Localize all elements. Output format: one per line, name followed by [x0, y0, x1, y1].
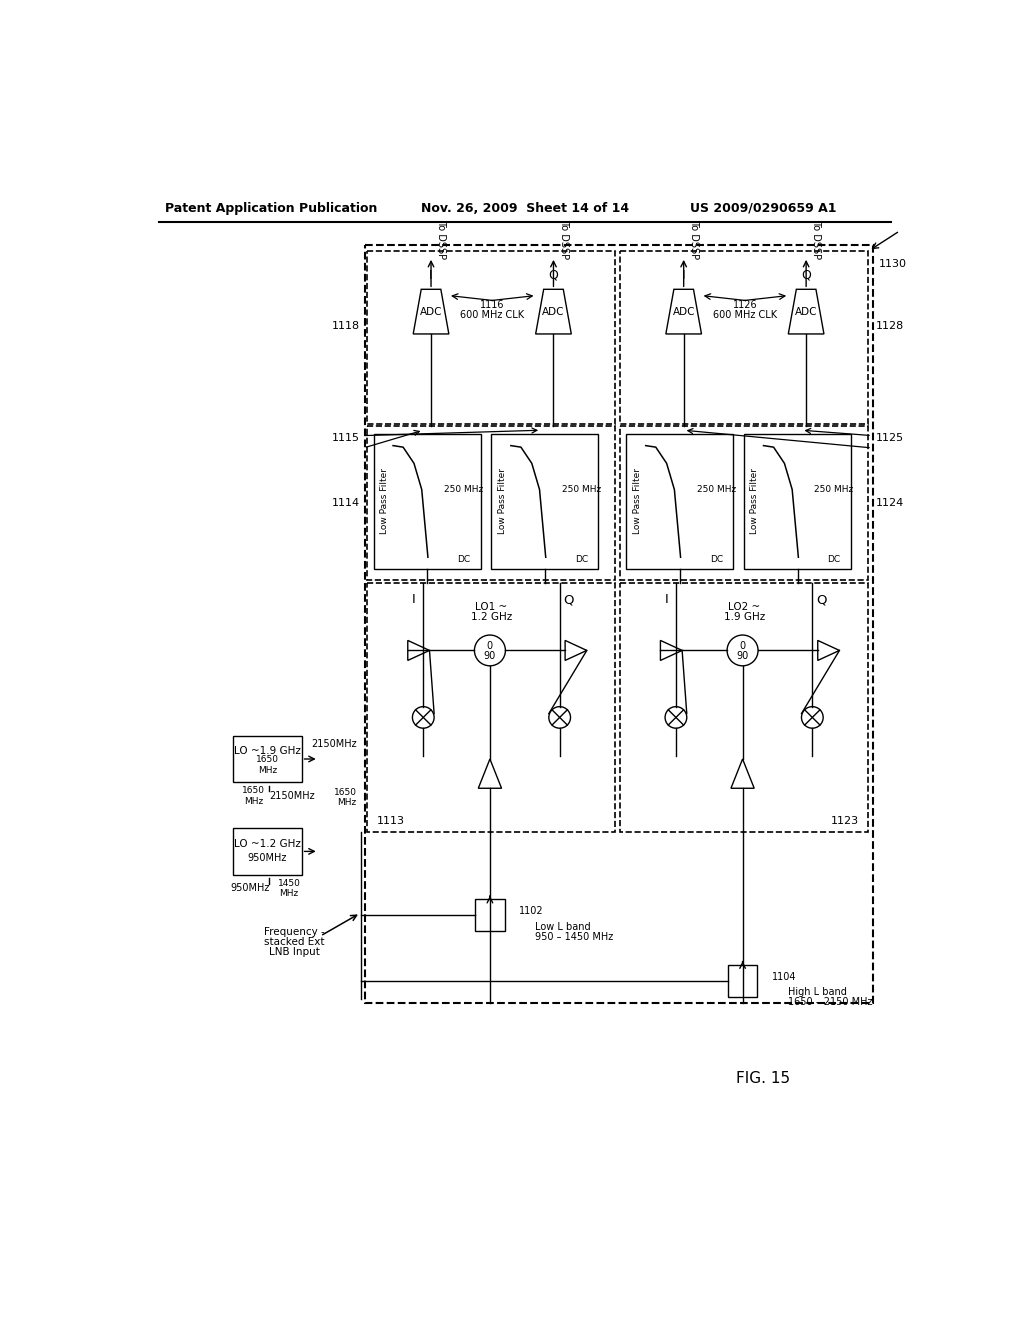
Text: 2150MHz: 2150MHz	[269, 791, 315, 801]
Bar	[233, 829, 302, 874]
Text: 1128: 1128	[876, 321, 904, 331]
Text: DC: DC	[710, 556, 723, 564]
Text: 1.2 GHz: 1.2 GHz	[471, 612, 512, 622]
Text: 1650 – 2150 MHz: 1650 – 2150 MHz	[787, 998, 872, 1007]
Text: 1450
MHz: 1450 MHz	[278, 879, 301, 898]
Text: Q: Q	[801, 269, 811, 282]
Text: Low Pass Filter: Low Pass Filter	[380, 469, 389, 535]
Bar	[475, 899, 505, 932]
Text: Low Pass Filter: Low Pass Filter	[633, 469, 642, 535]
Text: US 2009/0290659 A1: US 2009/0290659 A1	[690, 202, 837, 215]
Text: Low Pass Filter: Low Pass Filter	[751, 469, 760, 535]
Text: High L band: High L band	[787, 987, 847, 998]
Text: 2150MHz: 2150MHz	[311, 739, 356, 748]
Text: ADC: ADC	[795, 306, 817, 317]
Text: DC: DC	[457, 556, 470, 564]
Text: 1118: 1118	[332, 321, 359, 331]
Bar	[621, 582, 868, 832]
Text: I: I	[429, 269, 433, 282]
Text: 1114: 1114	[332, 499, 359, 508]
Text: I: I	[665, 593, 669, 606]
Text: 250 MHz: 250 MHz	[696, 486, 736, 495]
Text: To DSSP: To DSSP	[436, 219, 446, 259]
Bar	[728, 965, 758, 997]
Text: 950 – 1450 MHz: 950 – 1450 MHz	[535, 932, 613, 942]
Text: 1104: 1104	[772, 972, 797, 982]
Text: 90: 90	[483, 651, 496, 661]
Bar	[368, 426, 615, 581]
Bar	[368, 582, 615, 832]
Text: Frequency -: Frequency -	[264, 927, 325, 937]
Text: LO ~1.9 GHz: LO ~1.9 GHz	[234, 746, 301, 756]
Text: 1113: 1113	[377, 816, 404, 826]
Text: I: I	[412, 593, 416, 606]
Text: Q: Q	[816, 593, 826, 606]
Text: 600 MHz CLK: 600 MHz CLK	[460, 310, 524, 319]
Text: Q: Q	[549, 269, 558, 282]
Text: ADC: ADC	[673, 306, 695, 317]
Text: 1116: 1116	[480, 300, 505, 310]
Text: To DSSP: To DSSP	[811, 219, 821, 259]
Bar	[366, 244, 872, 1003]
Text: I: I	[682, 269, 685, 282]
Text: 250 MHz: 250 MHz	[814, 486, 854, 495]
Text: 950MHz: 950MHz	[248, 853, 287, 862]
Text: 0: 0	[486, 640, 493, 651]
Bar	[621, 426, 868, 581]
Text: 1102: 1102	[519, 907, 544, 916]
Text: DC: DC	[827, 556, 841, 564]
Bar	[368, 251, 615, 424]
Text: 90: 90	[736, 651, 749, 661]
Text: 950MHz: 950MHz	[230, 883, 270, 894]
Bar	[492, 434, 598, 569]
Text: Nov. 26, 2009  Sheet 14 of 14: Nov. 26, 2009 Sheet 14 of 14	[421, 202, 629, 215]
Bar	[621, 251, 868, 424]
Text: 600 MHz CLK: 600 MHz CLK	[713, 310, 777, 319]
Text: Patent Application Publication: Patent Application Publication	[165, 202, 378, 215]
Text: 1650
MHz: 1650 MHz	[242, 787, 265, 805]
Bar	[374, 434, 480, 569]
Text: LO2 ~: LO2 ~	[728, 602, 760, 612]
Text: Low Pass Filter: Low Pass Filter	[498, 469, 507, 535]
Bar	[627, 434, 733, 569]
Bar	[744, 434, 851, 569]
Text: 1124: 1124	[876, 499, 904, 508]
Text: 1650
MHz: 1650 MHz	[334, 788, 356, 808]
Text: DC: DC	[574, 556, 588, 564]
Text: LO1 ~: LO1 ~	[475, 602, 508, 612]
Text: Low L band: Low L band	[535, 921, 591, 932]
Text: 1.9 GHz: 1.9 GHz	[724, 612, 765, 622]
Text: 1123: 1123	[830, 816, 859, 826]
Text: 1125: 1125	[876, 433, 904, 444]
Text: 1130: 1130	[879, 259, 907, 269]
Text: LNB Input: LNB Input	[269, 948, 321, 957]
Text: 1650
MHz: 1650 MHz	[256, 755, 279, 775]
Text: stacked Ext: stacked Ext	[264, 937, 325, 948]
Text: 1115: 1115	[332, 433, 359, 444]
Text: 250 MHz: 250 MHz	[444, 486, 483, 495]
Text: To DSSP: To DSSP	[558, 219, 568, 259]
Text: LO ~1.2 GHz: LO ~1.2 GHz	[234, 838, 301, 849]
Text: To DSSP: To DSSP	[689, 219, 698, 259]
Text: Q: Q	[564, 593, 574, 606]
Text: 250 MHz: 250 MHz	[562, 486, 601, 495]
Text: 0: 0	[739, 640, 745, 651]
Bar	[233, 737, 302, 781]
Text: 1126: 1126	[732, 300, 757, 310]
Text: FIG. 15: FIG. 15	[736, 1071, 791, 1086]
Text: ADC: ADC	[543, 306, 564, 317]
Text: ADC: ADC	[420, 306, 442, 317]
